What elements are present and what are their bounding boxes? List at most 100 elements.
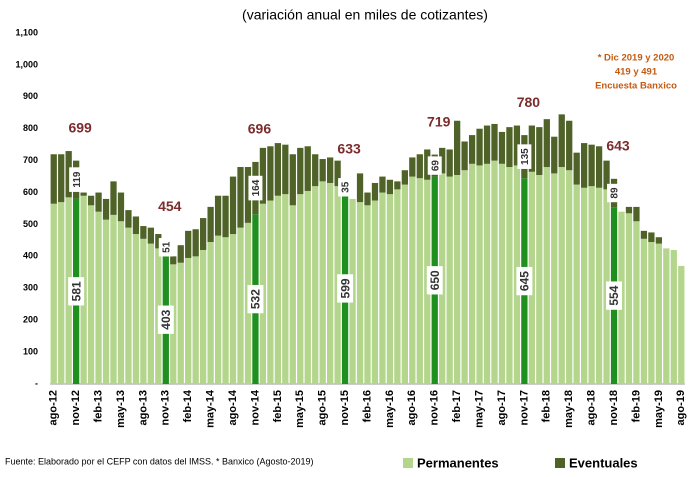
x-tick-label: may-19 [653, 390, 665, 428]
legend-label: Eventuales [569, 455, 638, 470]
bar-segment [50, 203, 57, 384]
bar-segment [543, 167, 550, 384]
data-label: 403 [157, 305, 174, 334]
bar-segment [551, 136, 558, 174]
bar-segment [297, 194, 304, 384]
bar-segment [581, 143, 588, 188]
bar-segment [364, 192, 371, 206]
bar-segment [401, 170, 408, 185]
bar-segment [132, 234, 140, 384]
bar-segment [65, 151, 72, 198]
x-tick-label: may-13 [115, 390, 127, 428]
bar-segment [282, 144, 289, 195]
x-tick-label: nov-18 [608, 390, 620, 425]
x-tick-label: ago-15 [317, 390, 329, 425]
bar-segment [446, 176, 453, 384]
data-label-text: 89 [610, 187, 621, 199]
bar-segment [588, 144, 595, 187]
bar-segment [297, 147, 304, 195]
bar-segment [386, 194, 394, 384]
bar-segment [595, 187, 603, 384]
x-tick-label: may-17 [473, 390, 485, 428]
y-tick-label: 200 [23, 315, 38, 325]
label-box [68, 277, 85, 306]
x-tick-label: feb-16 [361, 390, 373, 422]
bar-segment [379, 192, 386, 384]
bar-segment [409, 157, 416, 177]
bar-segment [110, 214, 117, 384]
bar-segment [416, 154, 423, 179]
bar-segment [625, 206, 633, 214]
bar-segment [468, 135, 476, 164]
x-tick-label: may-14 [205, 389, 217, 428]
bar-segment [640, 238, 648, 384]
x-tick-label: ago-12 [48, 390, 60, 425]
label-box [516, 266, 533, 296]
bar-segment [483, 125, 491, 164]
bar-segment [319, 181, 326, 384]
data-label: 581 [68, 277, 85, 306]
bar-segment [214, 195, 222, 236]
total-label: 699 [68, 119, 92, 135]
x-tick-label: ago-14 [227, 389, 239, 425]
data-label-text: 135 [520, 148, 531, 165]
data-label: 51 [158, 238, 173, 257]
x-tick-label: ago-16 [406, 390, 418, 425]
bar-segment [207, 242, 214, 384]
total-label: 633 [337, 140, 361, 156]
bar-segment [229, 176, 237, 235]
total-label: 719 [427, 113, 451, 129]
bar-segment [416, 178, 423, 384]
bar-segment [446, 149, 453, 177]
x-tick-label: feb-13 [92, 390, 104, 422]
x-tick-label: ago-13 [137, 390, 149, 425]
bar-segment [58, 202, 65, 384]
y-tick-label: 800 [23, 123, 38, 133]
bar-segment [117, 221, 125, 384]
bar-segment [319, 159, 326, 182]
bar-segment [543, 119, 550, 168]
bar-segment [558, 167, 565, 384]
bar-segment [125, 227, 132, 384]
bar-segment [625, 213, 633, 384]
x-tick-label: feb-17 [451, 390, 463, 422]
bar-segment [110, 181, 117, 215]
label-box [517, 144, 532, 169]
data-label-text: 645 [518, 271, 532, 291]
x-tick-label: nov-14 [249, 389, 261, 425]
bar-segment [327, 157, 334, 183]
data-label-text: 581 [69, 281, 83, 301]
bar-segment [267, 200, 274, 384]
label-box [427, 156, 442, 175]
data-label: 89 [607, 183, 622, 203]
data-label: 532 [247, 284, 264, 314]
bar-segment [125, 210, 132, 228]
data-label-text: 403 [159, 309, 173, 329]
data-label-text: 164 [251, 179, 262, 196]
bar-segment [267, 146, 274, 201]
bar-segment [588, 186, 595, 384]
bar-segment [95, 211, 102, 384]
data-label-text: 69 [430, 160, 441, 172]
bar-segment [409, 176, 416, 384]
bar-segment [274, 195, 281, 384]
y-tick-label: - [35, 378, 38, 388]
data-label-text: 51 [161, 241, 172, 253]
label-box [157, 305, 174, 334]
bar-segment [222, 237, 229, 384]
bar-segment [663, 248, 670, 384]
x-tick-label: feb-18 [541, 390, 553, 422]
bar-segment [401, 184, 408, 384]
data-label: 164 [248, 175, 263, 201]
bar-segment [214, 235, 222, 384]
bar-segment [379, 176, 386, 193]
bar-segment [237, 227, 244, 384]
data-label: 69 [427, 156, 442, 175]
bar-segment [483, 163, 491, 384]
total-label: 643 [606, 138, 630, 154]
legend-swatch [403, 458, 413, 468]
bar-segment [207, 206, 214, 243]
x-tick-label: ago-18 [586, 390, 598, 425]
bar-segment [312, 186, 319, 384]
bar-segment [170, 256, 177, 265]
